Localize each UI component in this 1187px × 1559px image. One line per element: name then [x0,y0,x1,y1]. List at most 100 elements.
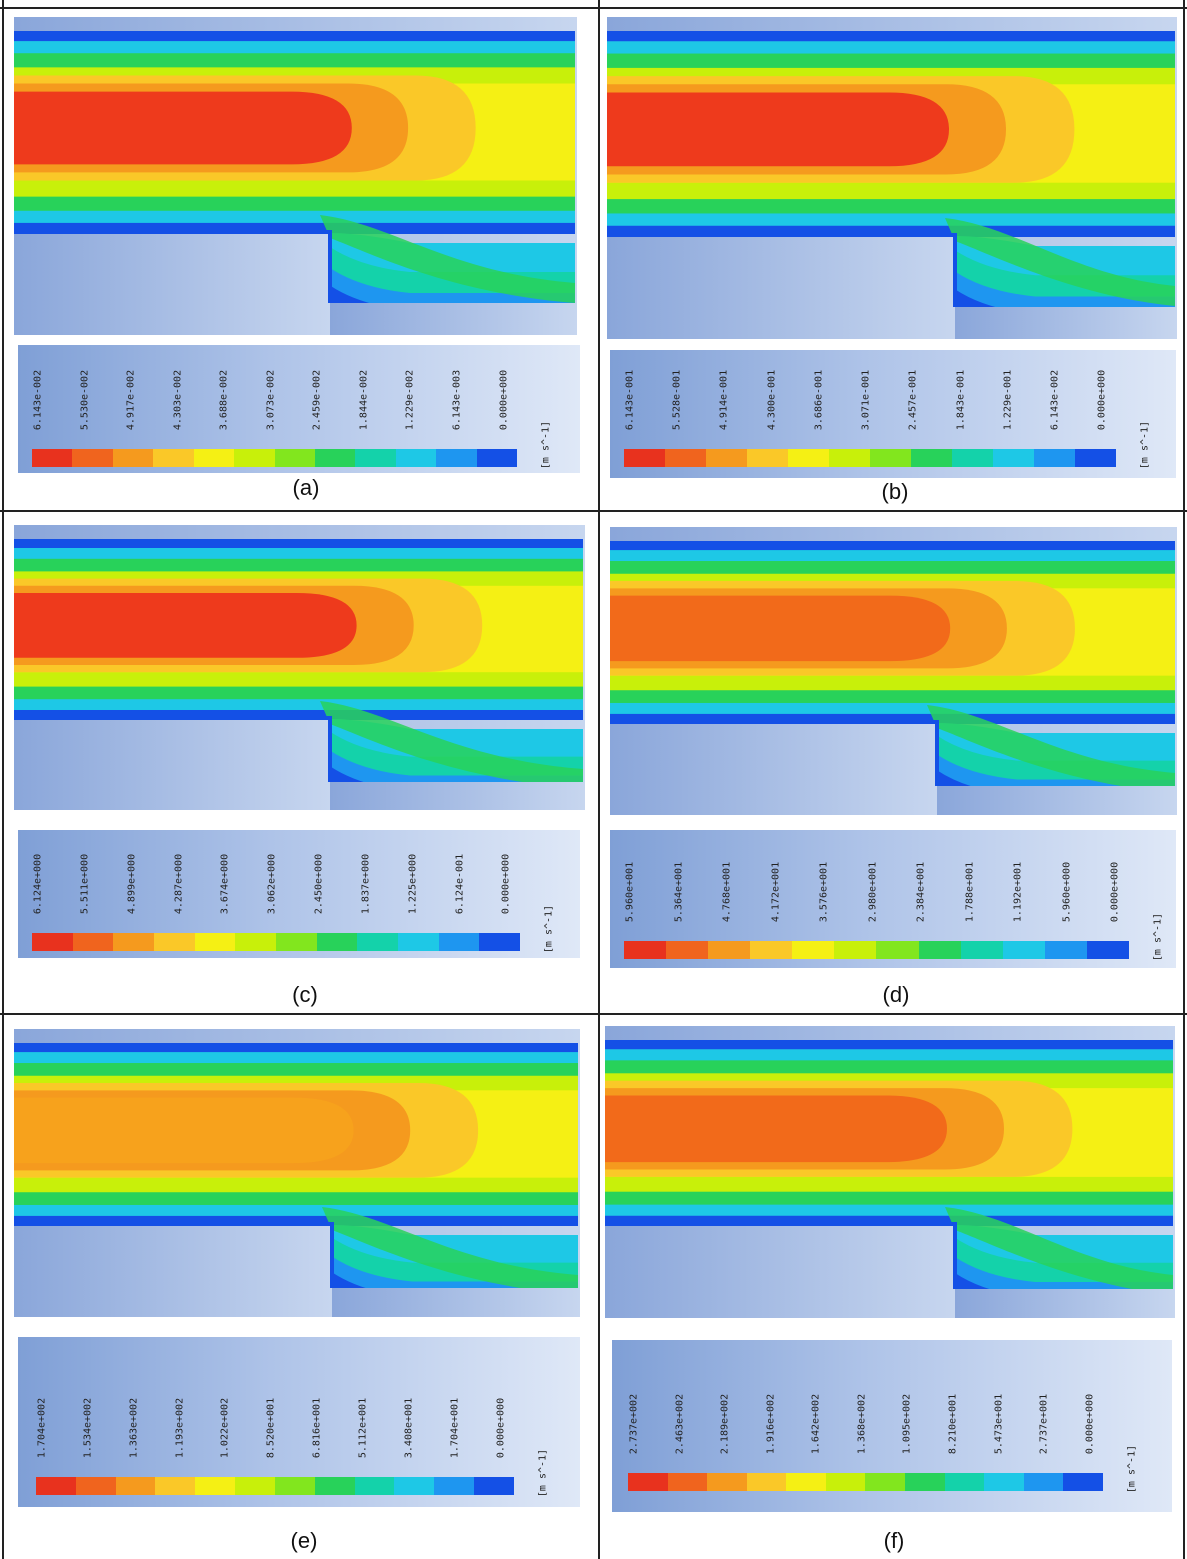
colorbar-e [36,1477,514,1495]
contour-band [14,1204,578,1217]
legend-tick-label: 6.143e-001 [624,369,636,431]
grid-line-row2 [0,1013,1187,1015]
contour-band [14,1177,578,1194]
legend-tick-label: 5.960e+001 [624,861,636,923]
contour-band [610,702,1175,715]
contour-band [14,53,575,69]
legend-tick-label: 1.788e+001 [964,861,976,923]
colorbar-swatch [234,449,275,467]
colorbar-swatch [865,1473,906,1491]
legend-tick-label: 1.229e-002 [404,369,416,431]
colorbar-swatch [829,449,870,467]
step-wall [14,1225,332,1317]
legend-tick-label: 2.980e+001 [867,861,879,923]
panel-caption: (c) [292,982,318,1007]
colorbar-swatch [870,449,911,467]
legend-tick-label: 5.473e+001 [993,1393,1005,1455]
colorbar-swatch [434,1477,475,1495]
contour-band [14,539,583,549]
legend-tick-label: 4.899e+000 [126,853,138,915]
grid-line-left [2,0,4,1559]
colorbar-swatch [314,1477,355,1495]
legend-tick-label: 3.686e-001 [813,369,825,431]
colorbar-swatch [834,941,877,959]
legend-tick-label: 3.674e+000 [219,853,231,915]
contour-band [14,699,583,711]
legend-tick-label: 6.124e+000 [32,853,44,915]
legend-tick-label: 1.095e+002 [901,1393,913,1455]
legend-unit-label: [m s^-1] [537,1448,549,1498]
jet-core-contour [610,595,951,662]
colorbar-swatch [32,933,73,951]
colorbar-swatch [32,449,73,467]
legend-tick-label: 1.192e+001 [1012,861,1024,923]
grid-line-row1 [0,510,1187,512]
colorbar-swatch [154,933,195,951]
colorbar-swatch [707,1473,747,1491]
legend-tick-label: 4.917e-002 [125,369,137,431]
colorbar-swatch [36,1477,76,1495]
colorbar-b [624,449,1116,467]
panel-caption: (e) [290,1528,318,1553]
colorbar-swatch [438,933,480,951]
colorbar-swatch [436,449,477,467]
colorbar-swatch [792,941,835,959]
colorbar-swatch [788,449,829,467]
legend-tick-label: 1.363e+002 [128,1397,140,1459]
colorbar-swatch [628,1473,668,1491]
legend-tick-label: 1.368e+002 [856,1393,868,1455]
legend-tick-label: 4.303e-002 [172,369,184,431]
contour-band [14,1052,578,1065]
colorbar-swatch [1063,1473,1103,1491]
expansion-band [955,271,1175,307]
legend-unit-label: [m s^-1] [540,420,552,470]
colorbar-swatch [115,1477,156,1495]
legend-tick-label: 1.225e+000 [407,853,419,915]
colorbar-swatch [235,1477,275,1495]
jet-core-contour [14,1097,354,1164]
legend-tick-label: 6.816e+001 [311,1397,323,1459]
contour-band [607,199,1175,215]
legend-tick-label: 5.511e+000 [79,853,91,915]
jet-core-contour [607,92,949,167]
colorbar-swatch [984,1473,1024,1491]
contour-band [610,675,1175,692]
colorbar-swatch [918,941,961,959]
legend-tick-label: 5.528e-001 [671,369,683,431]
contour-band [14,672,583,688]
legend-tick-label: 6.124e-001 [454,853,466,915]
expansion-band [332,1256,578,1288]
contour-band [610,561,1175,575]
colorbar-swatch [112,449,154,467]
colorbar-swatch [195,1477,236,1495]
velocity-contour-b [607,17,1177,339]
contour-band [14,558,583,573]
legend-unit-label: [m s^-1] [1152,912,1164,962]
legend-tick-label: 8.520e+001 [265,1397,277,1459]
contour-band [14,1192,578,1206]
colorbar-swatch [825,1473,866,1491]
legend-tick-label: 1.916e+002 [765,1393,777,1455]
contour-band [14,1063,578,1077]
panel-caption: (b) [881,479,909,504]
legend-tick-label: 1.229e-001 [1002,369,1014,431]
velocity-contour-a [14,17,577,335]
colorbar-swatch [666,941,709,959]
expansion-band [937,754,1175,786]
legend-tick-label: 1.704e+002 [36,1397,48,1459]
contour-band [607,213,1175,227]
colorbar-swatch [155,1477,196,1495]
grid-line-middle [598,0,600,1559]
step-wall [610,723,937,815]
colorbar-swatch [750,941,793,959]
legend-unit-label: [m s^-1] [1139,420,1151,470]
colorbar-swatch [746,1473,787,1491]
step-wall [605,1225,955,1318]
legend-tick-label: 1.642e+002 [810,1393,822,1455]
expansion-band [330,750,583,782]
contour-band [605,1049,1173,1062]
legend-tick-label: 3.071e-001 [860,369,872,431]
legend-tick-label: 4.914e-001 [718,369,730,431]
colorbar-swatch [944,1473,985,1491]
colorbar-swatch [193,449,235,467]
